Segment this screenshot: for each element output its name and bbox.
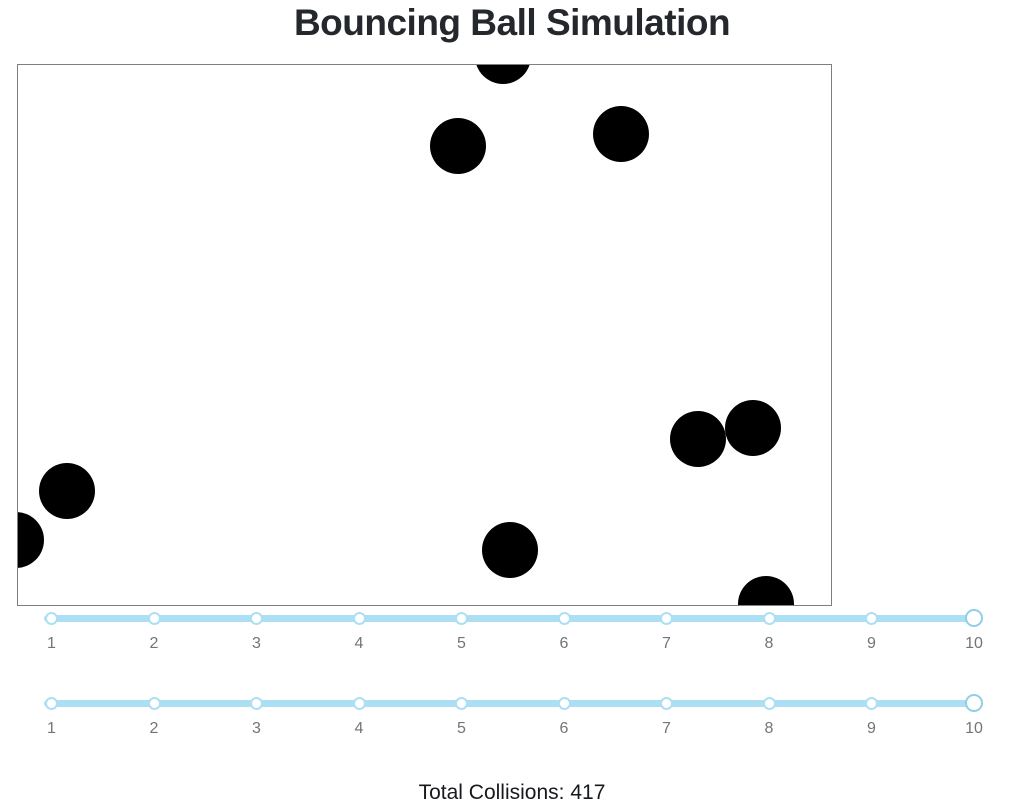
slider-tick[interactable] [660,612,673,625]
slider-tick[interactable] [557,697,571,710]
slider-tick[interactable] [352,697,366,710]
slider-tick-label: 4 [354,720,364,737]
slider-tick[interactable] [45,612,58,625]
slider-tick-label: 8 [764,635,774,652]
slider-tick-label: 2 [149,720,159,737]
slider-tick[interactable] [762,612,776,625]
ball [593,106,649,162]
slider-tick-label: 5 [457,720,466,737]
slider-track[interactable] [44,700,982,707]
ball [725,400,781,456]
slider-tick-label: 1 [47,635,56,652]
collision-counter-label: Total Collisions: [418,781,565,804]
slider-tick-label: 4 [354,635,364,652]
slider-2: 1 2 3 4 5 6 7 8 9 10 [40,693,990,743]
slider-tick[interactable] [660,697,673,710]
slider-handle[interactable] [964,609,983,627]
slider-tick-label: 7 [662,635,671,652]
slider-tick-label: 3 [252,635,261,652]
slider-tick[interactable] [557,612,571,625]
ball [18,512,44,568]
slider-tick[interactable] [45,697,58,710]
slider-tick[interactable] [455,612,468,625]
slider-tick-label: 9 [867,720,876,737]
slider-tick[interactable] [352,612,366,625]
slider-tick-label: 7 [662,720,671,737]
slider-tick-label: 1 [47,720,56,737]
slider-tick[interactable] [865,697,878,710]
slider-tick-label: 10 [965,635,983,652]
slider-tick[interactable] [250,697,263,710]
slider-handle[interactable] [964,694,983,712]
slider-tick-label: 10 [965,720,983,737]
slider-1: 1 2 3 4 5 6 7 8 9 10 [40,608,990,658]
collision-counter-value: 417 [570,781,606,804]
page-title: Bouncing Ball Simulation [293,2,731,43]
slider-tick[interactable] [865,612,878,625]
slider-tick-label: 2 [149,635,159,652]
slider-tick-label: 5 [457,635,466,652]
slider-tick-label: 3 [252,720,261,737]
ball [738,576,794,605]
slider-tick-label: 8 [764,720,774,737]
ball-canvas-svg [18,65,794,605]
slider-tick-label: 9 [867,635,876,652]
ball [430,118,486,174]
slider-tick-label: 6 [559,635,569,652]
ball [39,463,95,519]
slider-track[interactable] [44,615,982,622]
slider-tick[interactable] [147,612,161,625]
ball [670,411,726,467]
slider-tick[interactable] [455,697,468,710]
slider-tick[interactable] [147,697,161,710]
ball [476,65,530,84]
simulation-canvas [17,64,832,606]
slider-tick[interactable] [250,612,263,625]
ball [482,522,538,578]
slider-tick[interactable] [762,697,776,710]
collision-counter: Total Collisions: 417 [0,781,1024,805]
slider-tick-label: 6 [559,720,569,737]
